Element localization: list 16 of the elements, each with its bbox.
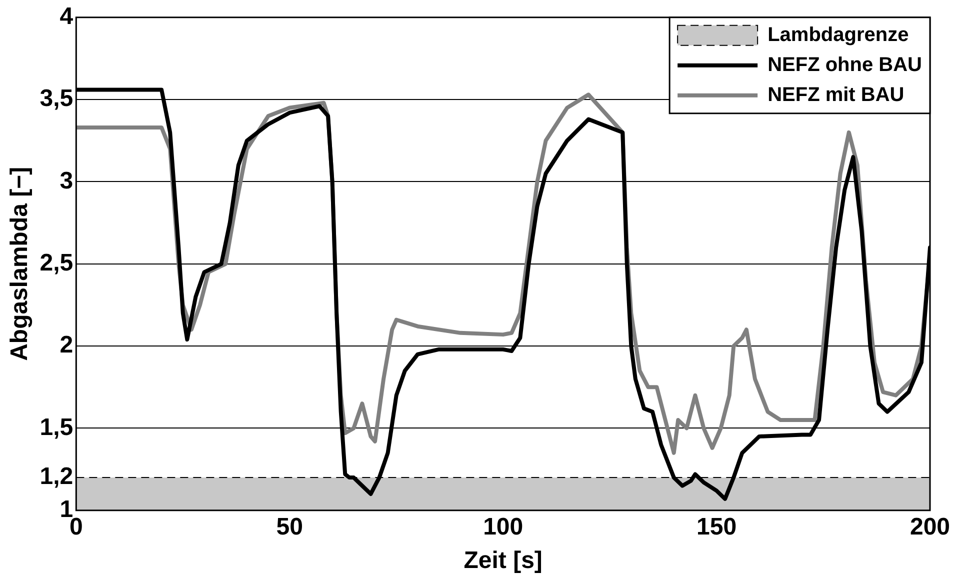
y-tick-label: 2 [60, 332, 74, 359]
x-tick-label: 50 [276, 513, 303, 540]
y-axis-title: Abgaslambda [−] [6, 166, 34, 361]
y-tick-label: 1,2 [40, 463, 74, 490]
y-tick-label: 1,5 [40, 414, 74, 441]
y-tick-label: 4 [60, 3, 74, 30]
y-tick-label: 3 [60, 167, 74, 194]
legend-label: Lambdagrenze [768, 24, 909, 46]
legend-label: NEFZ mit BAU [768, 84, 904, 106]
x-axis-title: Zeit [s] [464, 547, 542, 574]
legend-label: NEFZ ohne BAU [768, 54, 922, 76]
x-tick-label: 200 [910, 513, 950, 540]
y-tick-label: 3,5 [40, 85, 74, 112]
y-tick-label: 2,5 [40, 250, 74, 277]
x-tick-label: 100 [483, 513, 524, 540]
x-tick-label: 150 [696, 513, 737, 540]
